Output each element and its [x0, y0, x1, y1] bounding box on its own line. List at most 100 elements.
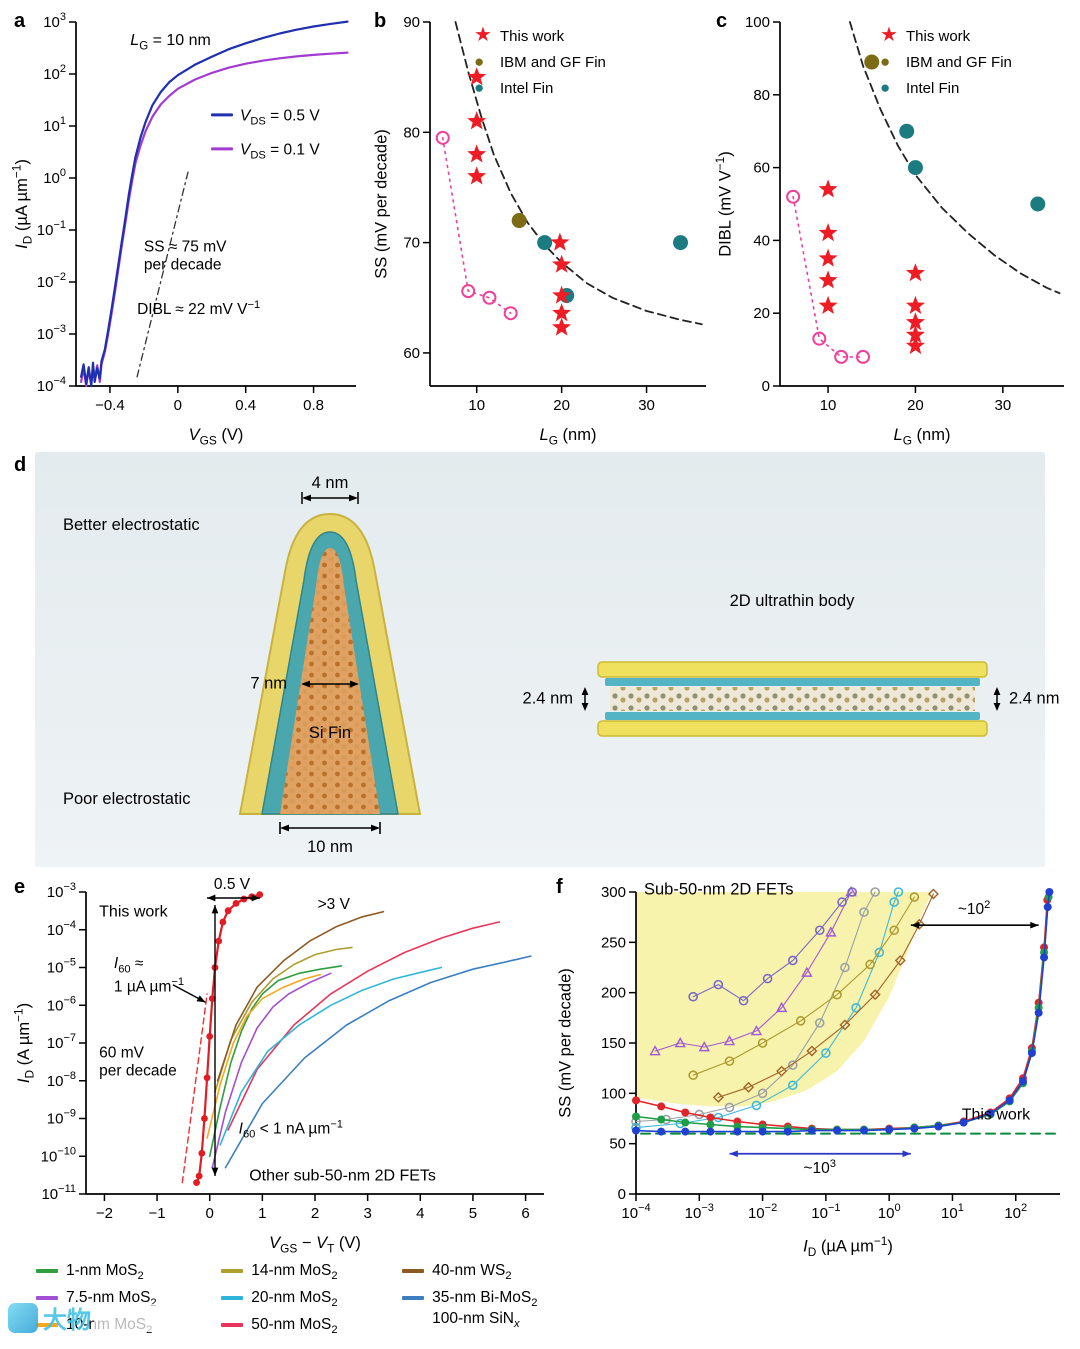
svg-text:−0.4: −0.4: [95, 397, 125, 414]
dim-2p4nm-right-arrow: [993, 687, 1001, 711]
legend-label: 40-nm WS2: [432, 1262, 512, 1283]
svg-text:10: 10: [468, 397, 485, 414]
y-axis-label-c: DIBL (mV V−1): [712, 151, 735, 257]
legend-item: 35-nm Bi-MoS2 100-nm SiNx: [402, 1289, 576, 1330]
svg-text:40: 40: [753, 232, 770, 249]
legend-label: 20-nm MoS2: [251, 1289, 338, 1310]
svg-text:−2: −2: [96, 1205, 113, 1222]
svg-text:2: 2: [311, 1205, 319, 1222]
svg-text:10−4: 10−4: [621, 1202, 650, 1222]
legend-line-swatch: [402, 1269, 425, 1273]
svg-text:50: 50: [609, 1136, 626, 1153]
legend-label: 1-nm MoS2: [66, 1262, 144, 1283]
svg-text:10−11: 10−11: [41, 1183, 76, 1203]
poor-electrostatic-label: Poor electrostatic: [63, 790, 191, 808]
svg-text:100: 100: [601, 1085, 626, 1102]
svg-text:5: 5: [469, 1205, 477, 1222]
dim-7nm-arrow: [301, 680, 359, 688]
svg-text:100: 100: [745, 14, 770, 31]
legend-line-swatch: [221, 1269, 244, 1273]
legend-label: 7.5-nm MoS2: [66, 1289, 157, 1309]
svg-text:0: 0: [762, 378, 770, 395]
svg-text:101: 101: [941, 1202, 964, 1222]
y-axis-label-f: SS (mV per decade): [556, 968, 575, 1118]
svg-text:80: 80: [753, 87, 770, 104]
x-axis-label-e: VGS − VT (V): [269, 1234, 361, 1256]
svg-text:10−10: 10−10: [41, 1145, 76, 1165]
legend-line-swatch: [36, 1323, 58, 1327]
svg-text:30: 30: [638, 397, 655, 414]
svg-text:70: 70: [403, 235, 420, 252]
ultrathin-body-title: 2D ultrathin body: [729, 592, 855, 610]
svg-text:10−1: 10−1: [811, 1202, 840, 1222]
svg-text:103: 103: [43, 11, 66, 31]
fin-diagram-canvas: [35, 452, 1045, 867]
panel-d-schematic: Better electrostatic Poor electrostatic …: [35, 452, 1059, 867]
x-axis-label-f: ID (µA µm−1): [803, 1234, 893, 1259]
svg-text:10: 10: [820, 397, 837, 414]
chart-b-canvas: 10 20 30 60 70 80 90: [403, 14, 706, 414]
legend-item: 1-nm MoS2: [36, 1262, 195, 1289]
legend-item: 7.5-nm MoS2: [36, 1289, 195, 1316]
dim-2p4nm-left-arrow: [581, 687, 589, 711]
watermark-obscured: [94, 1303, 160, 1332]
x-axis-label-a: VGS (V): [188, 426, 244, 448]
svg-text:10−2: 10−2: [748, 1202, 777, 1222]
svg-text:30: 30: [994, 397, 1011, 414]
svg-text:90: 90: [403, 14, 420, 31]
panel-letter-f: f: [556, 876, 563, 898]
svg-text:4: 4: [416, 1205, 424, 1222]
svg-text:250: 250: [601, 934, 626, 951]
watermark-text: 大物: [43, 1307, 91, 1334]
panel-letter-d: d: [14, 454, 27, 476]
legend-line-swatch: [221, 1296, 244, 1300]
legend-item: 14-nm MoS2: [221, 1262, 376, 1289]
chart-c-canvas: 10 20 30 0 20 40 60 80 100: [745, 14, 1064, 414]
dim-4nm-arrow: [301, 492, 359, 504]
svg-text:60: 60: [403, 345, 420, 362]
y-axis-label-a: ID (µA µm−1): [9, 159, 35, 249]
svg-text:−1: −1: [149, 1205, 166, 1222]
svg-text:10−7: 10−7: [47, 1032, 76, 1052]
watermark-logo-icon: [8, 1302, 38, 1333]
svg-text:10−2: 10−2: [37, 271, 66, 291]
legend-line-swatch: [221, 1323, 244, 1327]
legend-item: 50-nm MoS2: [221, 1316, 376, 1343]
svg-text:10−3: 10−3: [47, 881, 76, 901]
svg-text:10−8: 10−8: [47, 1070, 76, 1090]
dim-4nm-label: 4 nm: [311, 474, 349, 492]
dim-10nm-label: 10 nm: [307, 838, 353, 856]
svg-text:0: 0: [206, 1205, 214, 1222]
svg-text:20: 20: [753, 305, 770, 322]
panel-letter-e: e: [14, 876, 26, 898]
svg-text:1: 1: [258, 1205, 266, 1222]
svg-text:80: 80: [403, 124, 420, 141]
y-axis-label-b: SS (mV per decade): [372, 129, 391, 279]
svg-text:0: 0: [174, 397, 182, 414]
panel-f-ss-vs-current: 10−4 10−3 10−2 10−1 100 101 102 0 50 100 150 200 250…: [552, 876, 1076, 1259]
dim-10nm-arrow: [279, 822, 381, 834]
svg-text:20: 20: [907, 397, 924, 414]
dim-2p4nm-left-label: 2.4 nm: [522, 689, 573, 708]
svg-text:10−3: 10−3: [37, 323, 66, 343]
svg-text:6: 6: [521, 1205, 529, 1222]
legend-item: 20-nm MoS2: [221, 1289, 376, 1316]
panel-e-comparison-curves: −2 −1 0 1 2 3 4 5 6 10−3 10−4 10−5 10−6 10−7 10−8 10−9 1…: [8, 876, 556, 1256]
x-axis-label-b: LG (nm): [539, 426, 597, 448]
svg-text:10−3: 10−3: [685, 1202, 714, 1222]
svg-text:0: 0: [618, 1186, 626, 1203]
svg-text:150: 150: [601, 1035, 626, 1052]
svg-text:20: 20: [553, 397, 570, 414]
svg-text:300: 300: [601, 884, 626, 901]
svg-text:0.4: 0.4: [235, 397, 256, 414]
panel-letter-c: c: [716, 10, 728, 32]
legend-label: 50-nm MoS2: [251, 1316, 338, 1337]
svg-text:200: 200: [601, 985, 626, 1002]
svg-text:100: 100: [43, 167, 66, 187]
panel-letter-b: b: [374, 10, 387, 32]
svg-text:102: 102: [43, 63, 66, 83]
svg-text:101: 101: [43, 115, 66, 135]
legend-line-swatch: [36, 1296, 58, 1300]
legend-item: 40-nm WS2: [402, 1262, 576, 1289]
